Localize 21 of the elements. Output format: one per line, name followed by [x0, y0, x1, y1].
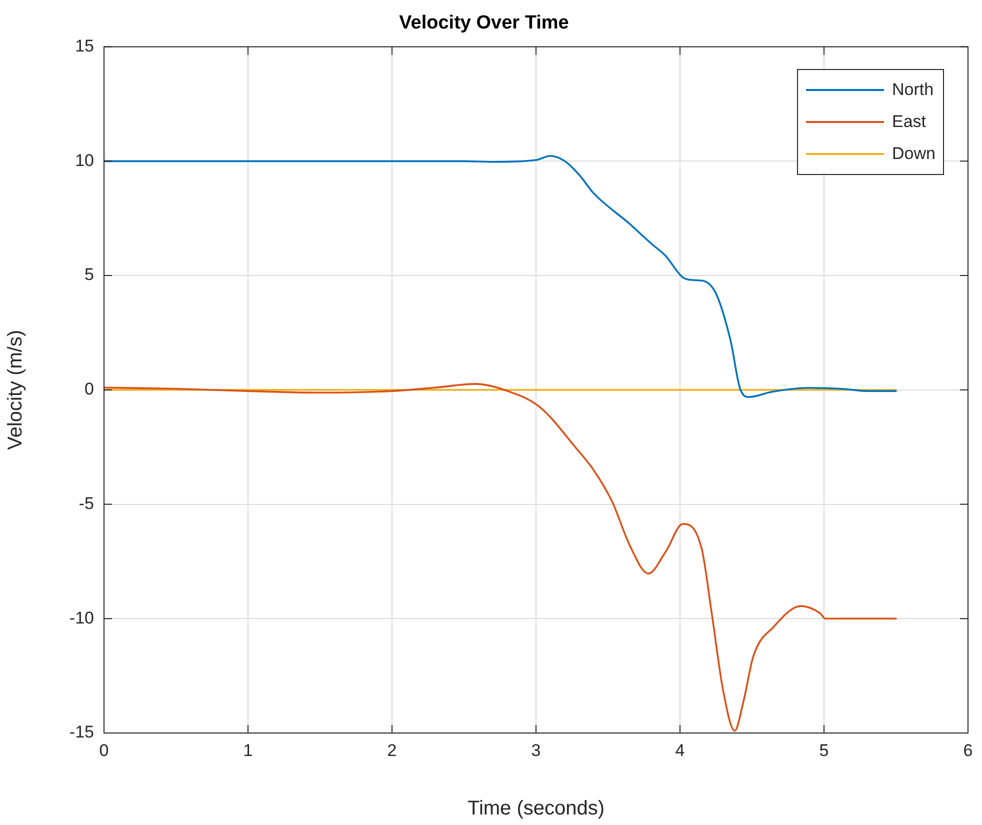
legend-label: East — [892, 112, 926, 132]
y-axis-title: Velocity (m/s) — [4, 330, 27, 450]
y-tick-label: -15 — [69, 722, 94, 742]
x-tick-label: 3 — [531, 740, 541, 760]
chart-title: Velocity Over Time — [399, 12, 569, 34]
y-tick-label: 0 — [84, 380, 94, 399]
legend-label: Down — [892, 144, 936, 164]
x-tick-label: 5 — [819, 740, 829, 760]
y-tick-label: 10 — [75, 150, 94, 170]
x-tick-label: 0 — [99, 740, 109, 760]
x-tick-label: 2 — [387, 740, 397, 760]
x-tick-label: 4 — [675, 740, 685, 760]
x-tick-label: 6 — [963, 740, 973, 760]
y-tick-label: -10 — [69, 608, 94, 628]
y-tick-label: 15 — [75, 36, 94, 56]
line-series — [104, 383, 897, 732]
y-tick-label: 5 — [84, 265, 94, 284]
x-axis-title: Time (seconds) — [467, 798, 605, 820]
y-tick-label: -5 — [78, 494, 94, 513]
x-tick-label: 1 — [243, 740, 253, 760]
legend-label: North — [892, 80, 934, 100]
